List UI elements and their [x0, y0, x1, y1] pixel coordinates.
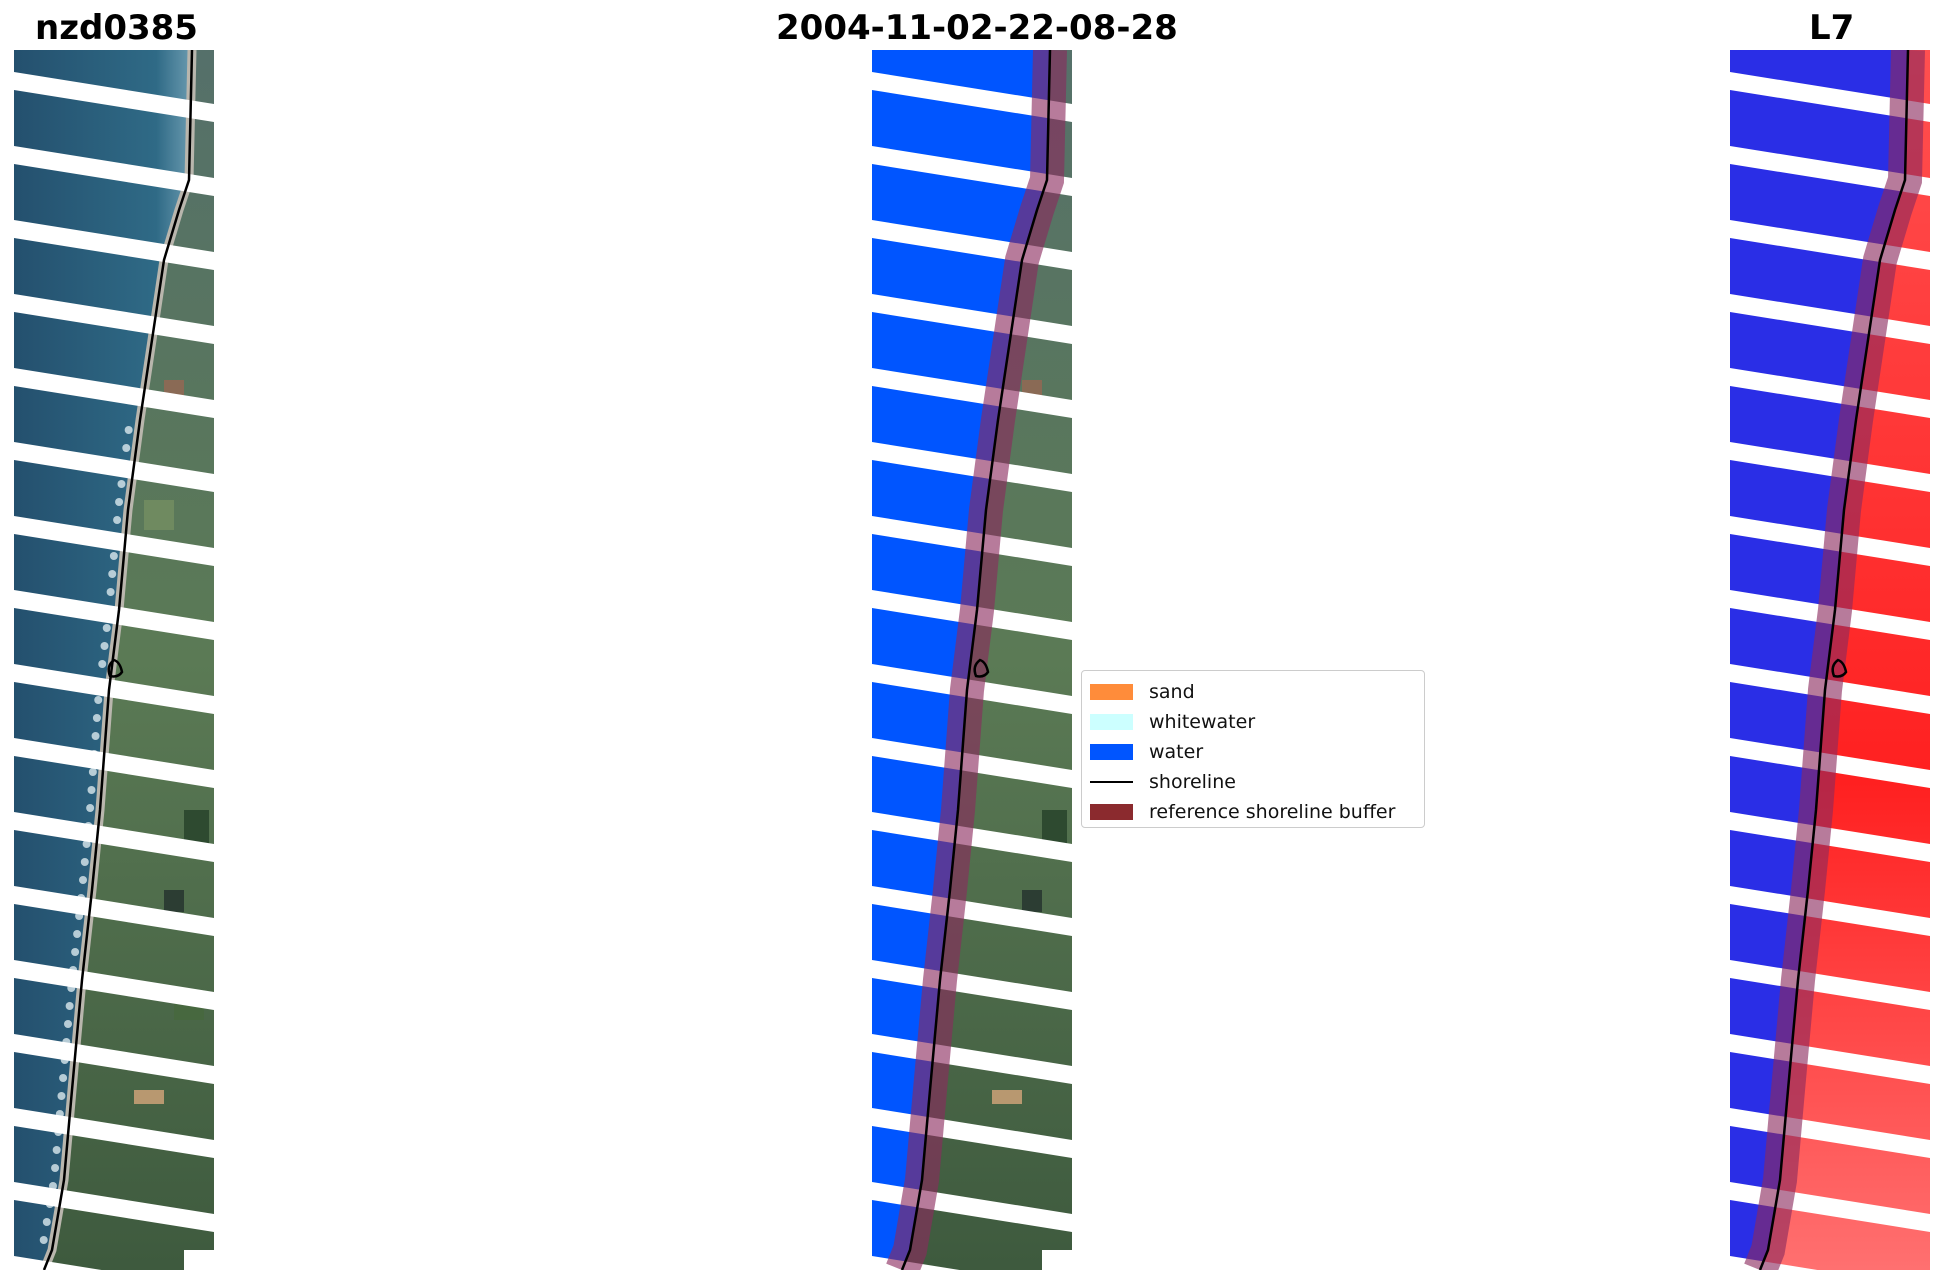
scan-gap: [1730, 72, 1930, 122]
satellite-title: L7: [1809, 8, 1855, 48]
legend-item-whitewater: whitewater: [1090, 707, 1424, 737]
detected-shoreline: [900, 50, 1052, 1270]
scan-gap: [872, 442, 1072, 492]
scan-gap: [14, 960, 214, 1010]
scan-gap: [872, 146, 1072, 196]
scan-gap: [14, 146, 214, 196]
rgb-image-panel: [14, 50, 214, 1270]
scan-gap: [14, 812, 214, 862]
detected-shoreline: [1758, 50, 1910, 1270]
scan-gap: [1730, 442, 1930, 492]
scan-gap: [14, 1108, 214, 1158]
scan-gap: [14, 886, 214, 936]
legend-item-sand: sand: [1090, 677, 1424, 707]
reference-buffer-swatch: [1090, 804, 1133, 820]
scan-gap: [14, 294, 214, 344]
detected-shoreline: [42, 50, 194, 1270]
scan-gap-stripes: [14, 72, 214, 1270]
scan-gap: [1730, 960, 1930, 1010]
legend-label: reference shoreline buffer: [1149, 801, 1396, 823]
legend-label: sand: [1149, 681, 1195, 703]
scan-gap: [14, 1182, 214, 1232]
shoreline-islet: [107, 658, 124, 678]
scan-gap: [872, 886, 1072, 936]
scan-gap: [14, 442, 214, 492]
scan-gap: [872, 368, 1072, 418]
scan-gap: [14, 516, 214, 566]
classified-image-panel: [872, 50, 1072, 1270]
image-date-title: 2004-11-02-22-08-28: [776, 8, 1178, 48]
shoreline-line-swatch: [1090, 781, 1133, 783]
legend-label: water: [1149, 741, 1204, 763]
scan-gap: [14, 1256, 102, 1270]
legend-label: shoreline: [1149, 771, 1236, 793]
scan-gap: [14, 368, 214, 418]
shoreline-islet: [973, 658, 990, 678]
scan-gap: [14, 1034, 214, 1084]
scan-gap: [1730, 368, 1930, 418]
scan-gap: [1730, 146, 1930, 196]
scan-gap: [14, 738, 214, 788]
sand-swatch: [1090, 684, 1133, 700]
mndwi-image-panel: [1730, 50, 1930, 1270]
site-name-title: nzd0385: [35, 8, 198, 48]
scan-gap: [1730, 886, 1930, 936]
legend-item-water: water: [1090, 737, 1424, 767]
legend-label: whitewater: [1149, 711, 1256, 733]
whitewater-swatch: [1090, 714, 1133, 730]
legend-item-shoreline: shoreline: [1090, 767, 1424, 797]
scan-gap: [14, 664, 214, 714]
scan-gap: [14, 72, 214, 122]
legend: sand whitewater water shoreline referenc…: [1081, 670, 1425, 828]
scan-gap: [872, 72, 1072, 122]
scan-gap: [14, 590, 214, 640]
water-swatch: [1090, 744, 1133, 760]
legend-item-reference-buffer: reference shoreline buffer: [1090, 797, 1424, 827]
scan-gap: [872, 960, 1072, 1010]
shoreline-islet: [1831, 658, 1848, 678]
